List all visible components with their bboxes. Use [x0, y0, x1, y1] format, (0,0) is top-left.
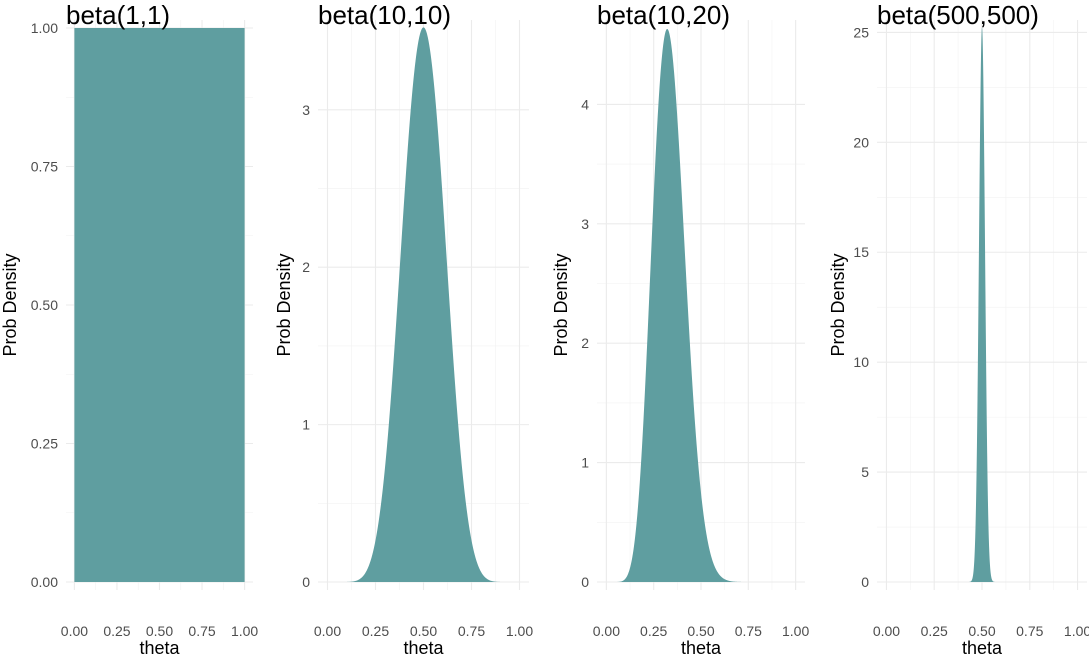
- y-tick-label: 15: [853, 244, 869, 260]
- panel-title: beta(500,500): [877, 0, 1039, 30]
- y-tick-label: 4: [581, 96, 589, 112]
- panel-2: 0.00 0.25 0.50 0.75 1.00 0 1 2 3 theta Prob Densit…: [274, 0, 533, 658]
- x-tick-label: 0.50: [146, 623, 173, 639]
- y-axis-title: Prob Density: [828, 253, 848, 356]
- panel-1: 0.00 0.25 0.50 0.75 1.00 0.00 0.25 0.50 0.75 1.00…: [0, 0, 258, 658]
- x-axis-title: theta: [403, 638, 444, 658]
- y-axis-title: Prob Density: [274, 253, 294, 356]
- y-tick-label: 5: [861, 464, 869, 480]
- y-tick-label: 0.25: [31, 436, 58, 452]
- x-tick-label: 0.25: [103, 623, 130, 639]
- y-tick-label: 1: [581, 455, 589, 471]
- y-axis-title: Prob Density: [0, 253, 20, 356]
- panel-title: beta(10,10): [318, 0, 451, 30]
- y-tick-label: 1: [302, 417, 310, 433]
- y-tick-label: 1.00: [31, 20, 58, 36]
- panel-3: 0.00 0.25 0.50 0.75 1.00 0 1 2 3 4 theta Prob Densi…: [551, 0, 809, 658]
- x-tick-label: 0.00: [61, 623, 88, 639]
- x-tick-label: 0.25: [640, 623, 667, 639]
- x-tick-label: 1.00: [782, 623, 809, 639]
- x-tick-label: 0.00: [873, 623, 900, 639]
- y-tick-label: 2: [302, 259, 310, 275]
- x-tick-label: 0.50: [687, 623, 714, 639]
- x-tick-label: 0.50: [410, 623, 437, 639]
- y-tick-label: 25: [853, 24, 869, 40]
- x-tick-label: 0.00: [314, 623, 341, 639]
- y-tick-label: 2: [581, 335, 589, 351]
- panel-4: 0.00 0.25 0.50 0.75 1.00 0 5 10 15 20 25 theta Prob …: [828, 0, 1089, 658]
- x-axis-title: theta: [681, 638, 722, 658]
- x-tick-label: 0.50: [968, 623, 995, 639]
- y-tick-label: 0.50: [31, 297, 58, 313]
- y-tick-label: 3: [581, 216, 589, 232]
- density-area: [327, 27, 520, 582]
- x-tick-label: 0.75: [735, 623, 762, 639]
- density-area: [606, 28, 796, 583]
- x-tick-label: 1.00: [1064, 623, 1089, 639]
- x-axis-title: theta: [962, 638, 1003, 658]
- y-tick-label: 0.75: [31, 159, 58, 175]
- x-tick-label: 1.00: [231, 623, 258, 639]
- x-axis-title: theta: [139, 638, 180, 658]
- panel-title: beta(10,20): [597, 0, 730, 30]
- x-tick-label: 0.75: [458, 623, 485, 639]
- y-tick-label: 0.00: [31, 574, 58, 590]
- x-tick-label: 0.25: [921, 623, 948, 639]
- density-area: [74, 28, 245, 582]
- y-tick-label: 0: [861, 574, 869, 590]
- y-tick-label: 20: [853, 134, 869, 150]
- density-area: [886, 27, 1078, 582]
- x-tick-label: 1.00: [506, 623, 533, 639]
- y-axis-title: Prob Density: [551, 253, 571, 356]
- y-tick-label: 3: [302, 102, 310, 118]
- y-tick-label: 0: [581, 574, 589, 590]
- x-tick-label: 0.25: [362, 623, 389, 639]
- x-tick-label: 0.75: [1016, 623, 1043, 639]
- y-tick-label: 0: [302, 574, 310, 590]
- x-tick-label: 0.00: [593, 623, 620, 639]
- x-tick-label: 0.75: [188, 623, 215, 639]
- y-tick-label: 10: [853, 354, 869, 370]
- panel-title: beta(1,1): [66, 0, 170, 30]
